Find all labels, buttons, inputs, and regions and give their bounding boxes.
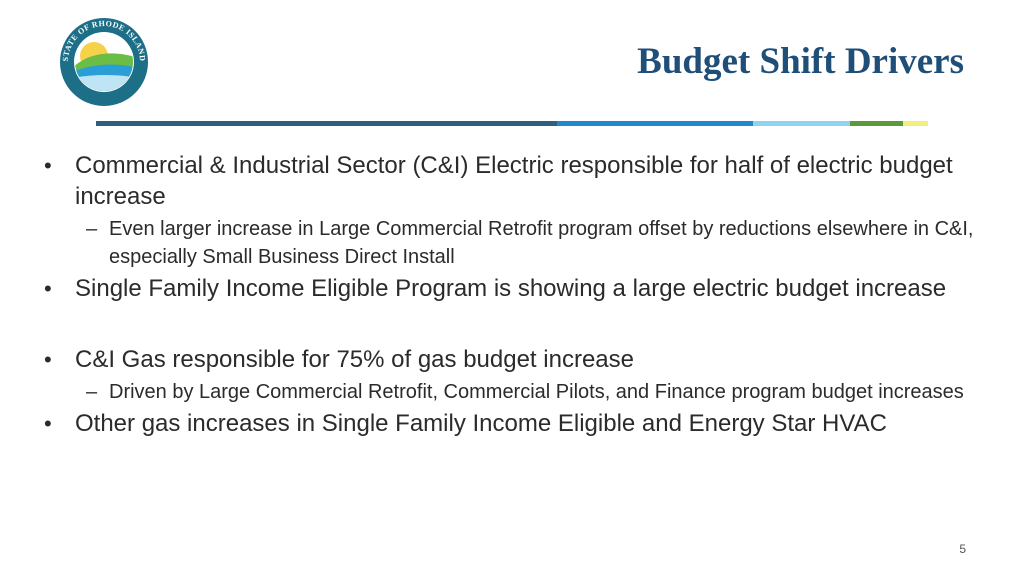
bullet-text: Commercial & Industrial Sector (C&I) Ele… (75, 152, 953, 210)
bullet-dot-icon: • (44, 347, 52, 372)
bullet-text: Single Family Income Eligible Program is… (75, 275, 947, 302)
dash-icon: – (86, 381, 98, 403)
spacer (44, 304, 994, 344)
title-rule-segment-1 (96, 121, 557, 126)
bullet-dot-icon: • (44, 153, 52, 178)
bullet-list: • Commercial & Industrial Sector (C&I) E… (44, 150, 994, 439)
bullet-item: • Other gas increases in Single Family I… (44, 408, 994, 439)
title-rule-segment-2 (557, 121, 753, 126)
bullet-dot-icon: • (44, 411, 52, 436)
slide-title: Budget Shift Drivers (637, 41, 964, 82)
bullet-item: • Single Family Income Eligible Program … (44, 273, 994, 304)
bullet-item: • Commercial & Industrial Sector (C&I) E… (44, 150, 994, 212)
sub-bullet-text: Driven by Large Commercial Retrofit, Com… (109, 381, 964, 403)
sub-bullet-item: – Driven by Large Commercial Retrofit, C… (44, 378, 994, 406)
bullet-text: Other gas increases in Single Family Inc… (75, 410, 887, 437)
page-number: 5 (959, 542, 966, 556)
title-rule-segment-4 (850, 121, 903, 126)
dash-icon: – (86, 218, 98, 240)
bullet-dot-icon: • (44, 276, 52, 301)
title-rule-segment-5 (903, 121, 928, 126)
bullet-text: C&I Gas responsible for 75% of gas budge… (75, 346, 634, 373)
sub-bullet-text: Even larger increase in Large Commercial… (109, 218, 974, 268)
rhode-island-seal-logo: STATE OF RHODE ISLAND (60, 18, 148, 106)
title-rule-segment-3 (753, 121, 850, 126)
sub-bullet-item: – Even larger increase in Large Commerci… (44, 215, 994, 271)
bullet-item: • C&I Gas responsible for 75% of gas bud… (44, 344, 994, 375)
